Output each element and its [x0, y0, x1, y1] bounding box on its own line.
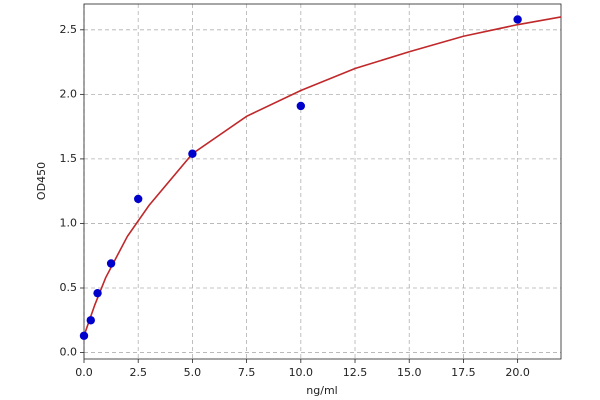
data-point: [106, 259, 116, 268]
y-axis-label: OD450: [35, 162, 48, 200]
x-tick-label: 5.0: [184, 366, 202, 379]
y-tick-label: 0.5: [60, 281, 78, 294]
x-tick-label: 20.0: [505, 366, 530, 379]
y-tick-label: 0.0: [60, 346, 78, 359]
x-axis-label: ng/ml: [306, 384, 337, 397]
y-tick-label: 1.5: [60, 152, 78, 165]
data-point: [296, 101, 306, 111]
x-tick-label: 12.5: [343, 366, 368, 379]
data-point: [134, 194, 143, 204]
x-tick-label: 10.0: [289, 366, 314, 379]
x-tick-label: 17.5: [451, 366, 476, 379]
x-tick-label: 15.0: [397, 366, 422, 379]
y-tick-label: 2.5: [60, 23, 78, 36]
x-tick-label: 2.5: [129, 366, 147, 379]
data-point: [86, 316, 95, 325]
data-point: [79, 331, 89, 340]
fit-curve: [83, 16, 562, 337]
x-tick-label: 7.5: [238, 366, 256, 379]
plot-frame: [83, 3, 562, 360]
x-tick-label: 0.0: [75, 366, 93, 379]
y-tick-label: 1.0: [60, 216, 78, 229]
data-point: [188, 149, 197, 158]
y-tick-label: 2.0: [60, 87, 78, 100]
data-point: [93, 288, 102, 298]
data-point: [513, 15, 522, 24]
